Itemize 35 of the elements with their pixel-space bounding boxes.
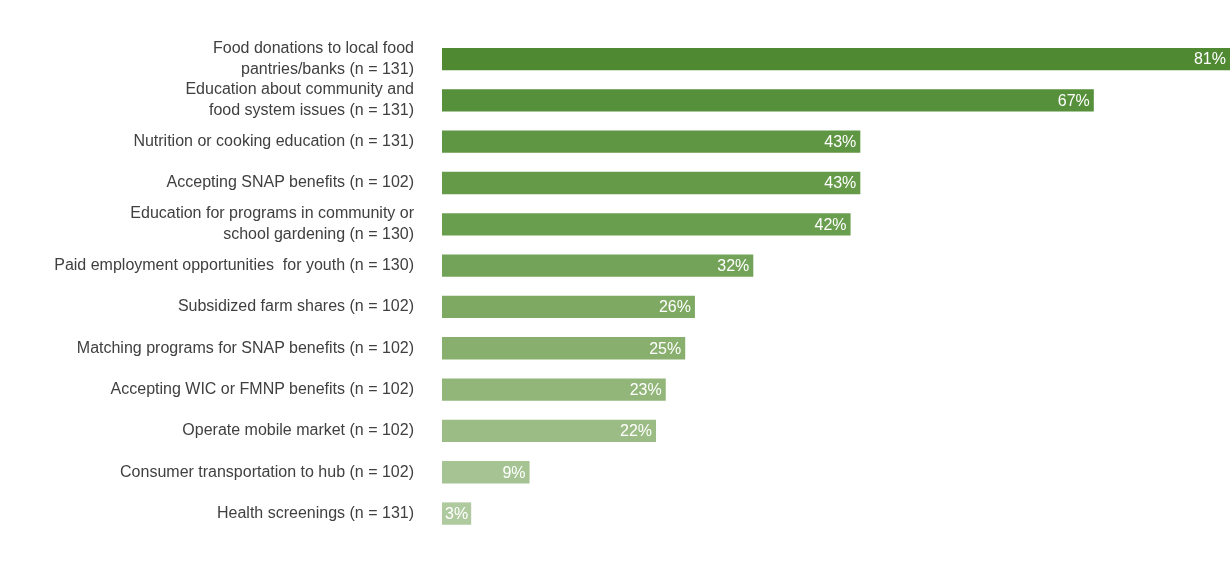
bar (442, 337, 686, 360)
y-tick-label: Accepting SNAP benefits (n = 102) (166, 173, 414, 191)
y-tick-label: Education for programs in community or school gardening (n = 130) (130, 204, 415, 243)
data-label: 25% (649, 339, 682, 357)
y-tick-label: Subsidized farm shares (n = 102) (177, 297, 414, 315)
bar (442, 89, 1094, 112)
data-label: 43% (824, 133, 857, 151)
bar (442, 130, 861, 153)
data-label: 3% (445, 504, 469, 522)
bar (442, 254, 754, 277)
data-label: 22% (619, 422, 653, 440)
data-label: 9% (502, 463, 526, 481)
data-label: 23% (629, 381, 662, 398)
y-tick-label: Consumer transportation to hub (n = 102) (120, 462, 414, 480)
data-label: 43% (824, 174, 857, 192)
bar (442, 419, 657, 443)
y-tick-label: Nutrition or cooking education (n = 131) (133, 132, 414, 150)
y-tick-label: Accepting WIC or FMNP benefits (n = 102) (110, 380, 414, 397)
data-label: 32% (717, 257, 750, 275)
y-tick-label: Paid employment opportunities for youth (n = 130) (54, 256, 414, 274)
y-tick-label: Health screenings (n = 131) (217, 503, 414, 521)
bar (442, 378, 666, 401)
bar (442, 213, 851, 236)
bar (442, 171, 861, 195)
y-tick-label: Operate mobile market (n = 102) (182, 421, 414, 439)
bar (442, 461, 530, 484)
y-tick-label: Education about community and food system issues (n = 131) (185, 80, 414, 119)
data-label: 81% (1193, 50, 1226, 68)
y-tick-label: Matching programs for SNAP benefits (n = 102) (76, 338, 414, 356)
data-label: 42% (814, 215, 847, 233)
data-label: 26% (658, 298, 691, 316)
data-label: 67% (1057, 91, 1090, 109)
bar (442, 47, 1230, 71)
y-tick-label: Food donations to local food pantries/banks (n = 131) (212, 39, 414, 77)
bar (442, 295, 695, 319)
